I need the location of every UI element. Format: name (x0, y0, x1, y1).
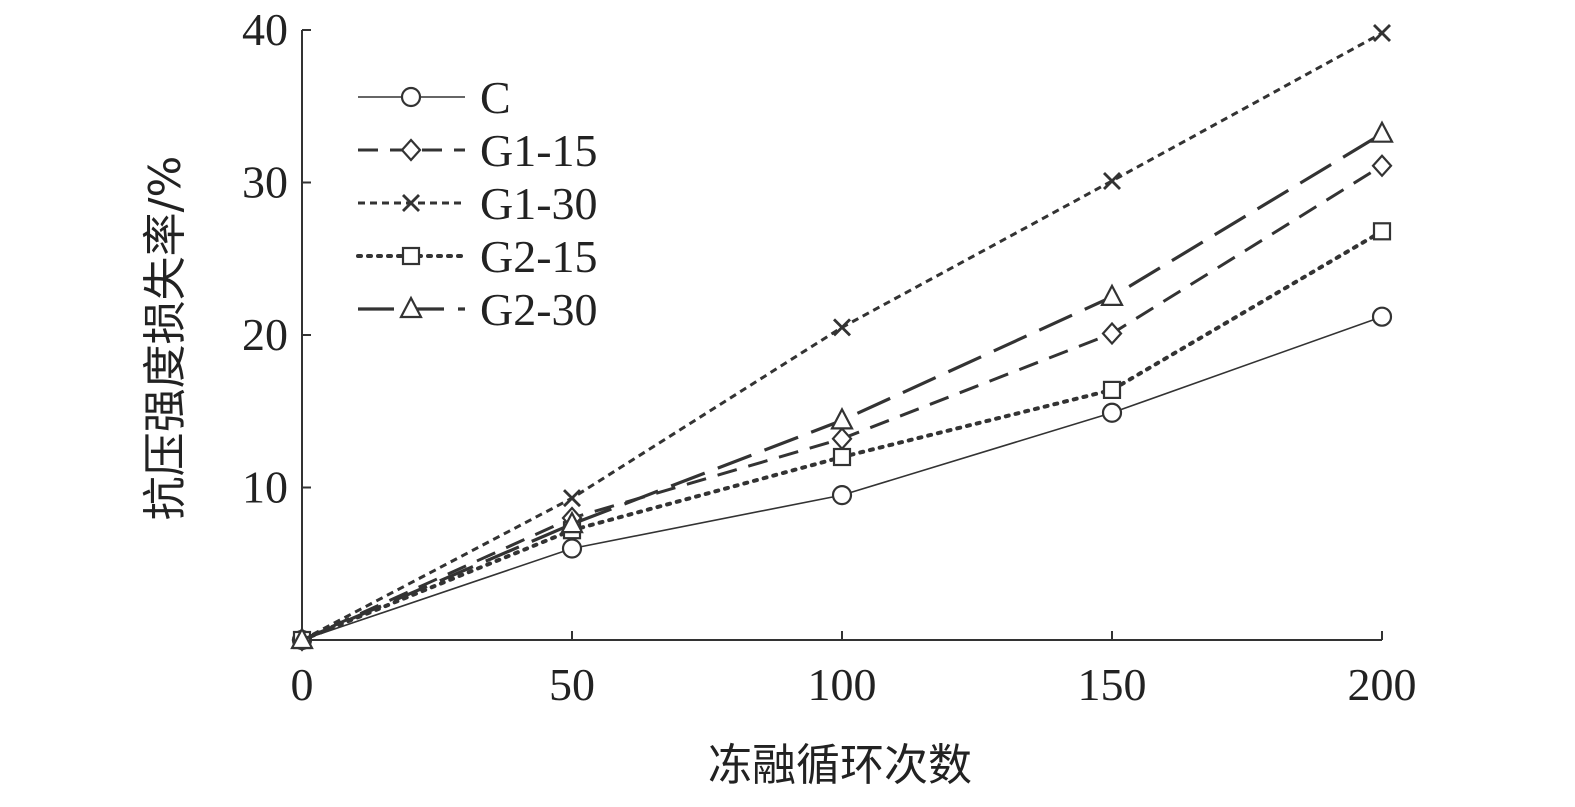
x-marker-stroke (563, 489, 581, 508)
data-point-g2-15 (832, 447, 852, 467)
data-point-g2-30 (830, 407, 854, 430)
x-axis-title: 冻融循环次数 (708, 740, 972, 791)
legend-label-g1-30: G1-30 (480, 178, 598, 229)
data-point-g1-30 (563, 489, 581, 508)
data-point-g2-30 (290, 626, 314, 650)
legend-item-g1-30: G1-30 (358, 178, 598, 229)
data-point-g2-30 (560, 510, 584, 534)
legend-item-c: C (358, 72, 511, 123)
series-line-g1-30 (301, 31, 1383, 642)
legend-label-g1-15: G1-15 (480, 125, 598, 176)
legend-marker-c (400, 86, 422, 108)
legend-item-g2-30: G2-30 (358, 284, 598, 335)
data-point-g2-15 (1102, 380, 1122, 399)
data-point-c (1101, 402, 1123, 423)
data-point-g1-15 (1371, 154, 1393, 178)
x-tick-label: 150 (1078, 659, 1147, 710)
data-point-g2-30 (1100, 283, 1124, 306)
x-marker-stroke (833, 318, 851, 337)
series-g1-30 (293, 24, 1391, 649)
legend-marker-g1-30 (402, 194, 420, 212)
x-tick-label: 200 (1348, 659, 1417, 710)
data-point-g1-30 (833, 318, 851, 337)
y-axis-title: 抗压强度损失率/% (140, 156, 191, 521)
series-c (291, 306, 1393, 651)
series-g2-30 (290, 120, 1394, 650)
data-point-g2-15 (1372, 222, 1392, 241)
x-tick-label: 0 (291, 659, 314, 710)
axes (301, 29, 1383, 641)
x-tick-label: 100 (808, 659, 877, 710)
x-marker-stroke (1373, 24, 1391, 43)
y-tick-label: 30 (242, 157, 288, 208)
y-tick-label: 20 (242, 309, 288, 360)
series-line-g2-30 (301, 132, 1383, 642)
data-point-c (561, 538, 583, 559)
x-tick-label: 50 (549, 659, 595, 710)
y-tick-label: 40 (242, 4, 288, 55)
data-point-g1-15 (831, 427, 853, 451)
x-marker-stroke (402, 194, 420, 212)
series-layer (290, 24, 1394, 652)
data-point-g1-30 (1373, 24, 1391, 43)
data-point-g2-30 (1370, 120, 1394, 143)
data-point-g1-15 (1101, 321, 1123, 346)
data-point-c (831, 485, 853, 506)
data-point-g1-30 (1103, 171, 1121, 190)
data-point-c (1371, 306, 1393, 327)
tick-labels: 0 50 100 150 200 10 20 30 40 (242, 4, 1417, 710)
legend-label-g2-15: G2-15 (480, 231, 598, 282)
legend-marker-g1-15 (400, 138, 422, 162)
legend-marker-g2-15 (401, 246, 421, 266)
legend-label-c: C (480, 72, 511, 123)
x-marker-stroke (1103, 171, 1121, 190)
legend-item-g1-15: G1-15 (358, 125, 598, 176)
y-tick-label: 10 (242, 462, 288, 513)
series-line-c (301, 315, 1383, 641)
legend-marker-g2-30 (399, 295, 423, 319)
legend-label-g2-30: G2-30 (480, 284, 598, 335)
legend-item-g2-15: G2-15 (356, 231, 598, 282)
